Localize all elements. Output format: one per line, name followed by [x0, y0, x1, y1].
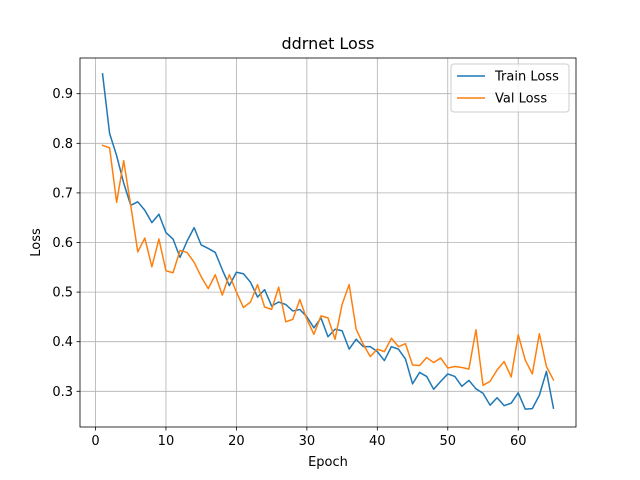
grid: [80, 58, 576, 427]
x-tick-label: 0: [91, 434, 99, 449]
x-tick-label: 30: [299, 434, 316, 449]
y-tick-label: 0.7: [52, 186, 73, 201]
y-tick-label: 0.8: [52, 137, 73, 152]
ticks: 0 10 20 30 40 50 60 0.3 0.4 0.5 0.6 0.7 0.8 0.9: [52, 87, 526, 449]
x-tick-label: 50: [439, 434, 456, 449]
x-tick-label: 20: [228, 434, 245, 449]
y-axis-label: Loss: [29, 228, 44, 257]
legend: Train Loss Val Loss: [450, 63, 570, 113]
legend-train-loss-label: Train Loss: [494, 70, 559, 85]
y-tick-label: 0.9: [52, 87, 73, 102]
y-tick-label: 0.3: [52, 385, 73, 400]
x-tick-label: 40: [369, 434, 386, 449]
y-tick-label: 0.4: [52, 335, 73, 350]
x-tick-label: 60: [510, 434, 527, 449]
x-tick-label: 10: [158, 434, 175, 449]
x-axis-label: Epoch: [308, 455, 348, 470]
legend-val-loss-label: Val Loss: [495, 92, 547, 107]
series-lines: [101, 73, 555, 410]
val-loss-line: [101, 144, 555, 387]
y-tick-label: 0.5: [52, 286, 73, 301]
y-tick-label: 0.6: [52, 236, 73, 251]
chart-title: ddrnet Loss: [281, 34, 374, 53]
train-loss-line: [101, 73, 555, 410]
